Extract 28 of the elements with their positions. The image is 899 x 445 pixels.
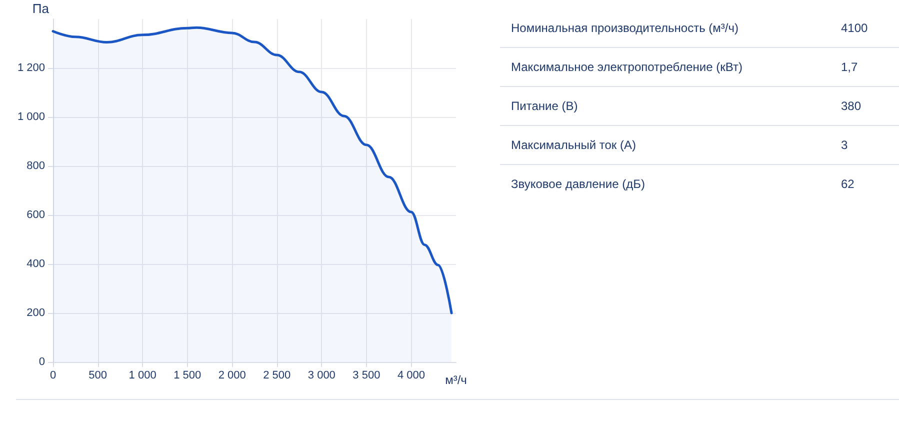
- x-tick-label: 0: [50, 370, 56, 382]
- category-label: Номинальная производительность (м³/ч): [511, 21, 740, 35]
- y-axis-title: Па: [32, 1, 50, 16]
- y-tick-label: 600: [26, 209, 45, 221]
- category-label: Звуковое давление (дБ): [511, 177, 646, 191]
- y-tick-label: 1 000: [17, 111, 45, 123]
- category-label: Максимальный ток (А): [511, 138, 637, 152]
- category-label: Питание (В): [511, 99, 579, 113]
- y-tick-label: 1 200: [17, 62, 45, 74]
- text: 4100: [841, 21, 868, 35]
- text: 380: [841, 99, 862, 113]
- x-tick-label: 1 500: [174, 370, 202, 382]
- x-tick-label: 2 000: [218, 370, 246, 382]
- x-tick-label: 500: [88, 370, 107, 382]
- x-axis-title: м³/ч: [445, 373, 467, 387]
- y-tick-label: 400: [26, 258, 45, 270]
- category-label: Максимальное электропотребление (кВт): [511, 60, 744, 74]
- y-tick-label: 200: [26, 307, 45, 319]
- text: 1,7: [841, 60, 858, 74]
- x-tick-label: 1 000: [128, 370, 156, 382]
- x-tick-label: 3 000: [308, 370, 336, 382]
- text: 3: [841, 138, 848, 152]
- x-tick-label: 4 000: [397, 370, 425, 382]
- x-tick-label: 3 500: [352, 370, 380, 382]
- y-tick-label: 0: [38, 356, 45, 368]
- y-tick-label: 800: [26, 160, 45, 172]
- text: 62: [841, 177, 854, 191]
- x-tick-label: 2 500: [263, 370, 291, 382]
